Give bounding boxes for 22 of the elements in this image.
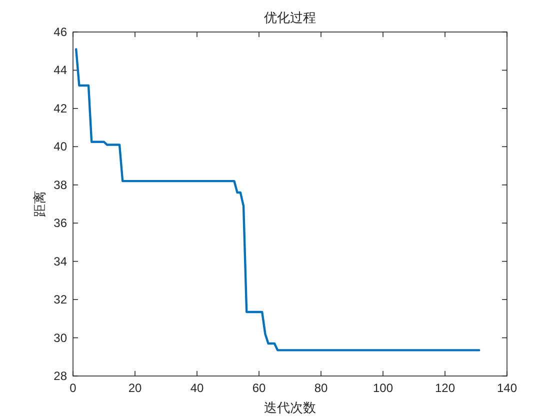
x-axis-title: 迭代次数: [264, 400, 316, 415]
y-tick-label: 38: [54, 178, 68, 192]
y-tick-label: 32: [54, 292, 68, 307]
x-tick-label: 20: [128, 381, 142, 395]
x-tick-label: 140: [496, 381, 518, 395]
y-tick-label: 46: [54, 25, 68, 39]
x-tick-label: 0: [70, 381, 77, 395]
x-tick-label: 120: [434, 381, 456, 395]
chart-title: 优化过程: [264, 10, 316, 25]
line-series: [75, 48, 480, 352]
y-tick-label: 30: [54, 330, 68, 345]
x-tick-label: 80: [314, 381, 328, 395]
y-tick-label: 42: [54, 101, 68, 116]
x-tick-label: 100: [372, 381, 394, 395]
y-tick-label: 44: [54, 63, 68, 78]
y-axis-title: 距离: [32, 191, 47, 217]
y-tick-label: 36: [54, 216, 68, 230]
y-tick-label: 40: [54, 140, 68, 154]
x-tick-label: 60: [252, 381, 266, 395]
x-tick-label: 40: [190, 381, 204, 395]
y-tick-label: 34: [54, 254, 68, 268]
y-tick-label: 28: [54, 369, 68, 383]
